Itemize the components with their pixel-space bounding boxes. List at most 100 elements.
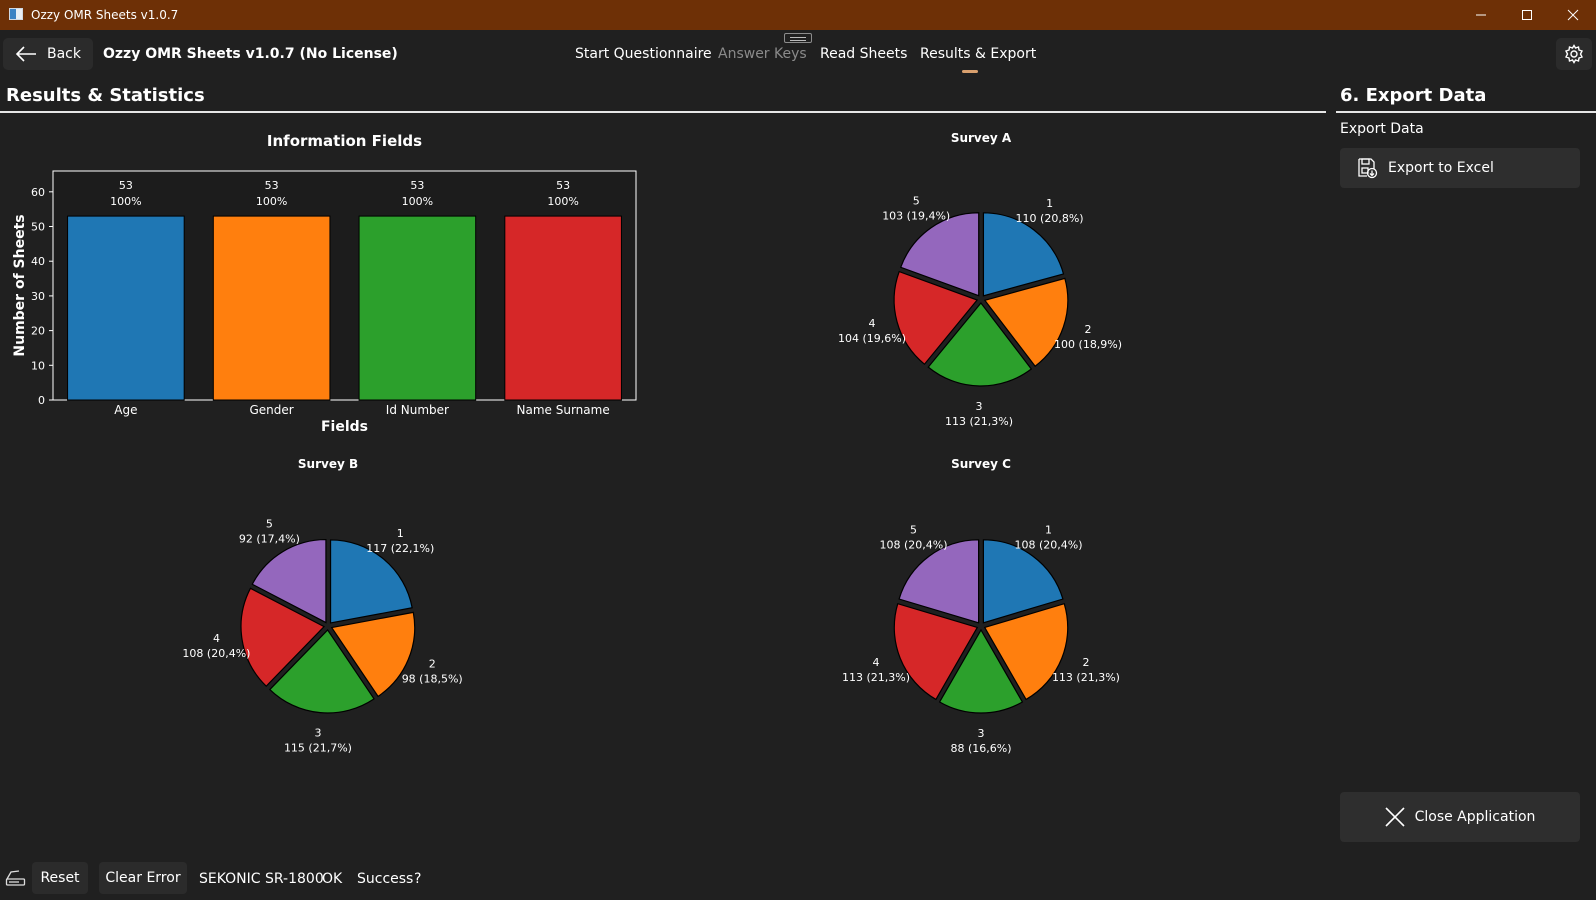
bar-count-label: 53	[410, 179, 424, 192]
pie-slice	[927, 302, 1033, 387]
pie-slice-value-label: 115 (21,7%)	[284, 742, 352, 755]
pie-slice-value-label: 104 (19,6%)	[838, 332, 906, 345]
clear-error-button[interactable]: Clear Error	[99, 862, 187, 894]
pie-slice-category-label: 1	[397, 527, 404, 540]
minimize-button[interactable]	[1458, 0, 1504, 30]
pie-slice-value-label: 108 (20,4%)	[1014, 538, 1082, 551]
close-application-label: Close Application	[1414, 809, 1536, 825]
pie-slice-category-label: 2	[429, 658, 436, 671]
pie-slice-category-label: 4	[873, 656, 880, 669]
pie-slice	[938, 628, 1024, 714]
pie-slice	[268, 629, 375, 714]
pie-slice-value-label: 110 (20,8%)	[1016, 212, 1084, 225]
bar	[67, 215, 185, 401]
pie-slice-category-label: 5	[910, 523, 917, 536]
pie-slice-category-label: 1	[1046, 197, 1053, 210]
bar-percent-label: 100%	[110, 195, 141, 208]
y-tick-label: 10	[31, 359, 45, 372]
y-tick-label: 20	[31, 325, 45, 338]
bar	[212, 215, 331, 401]
tab-read-sheets[interactable]: Read Sheets	[820, 46, 908, 62]
export-to-excel-button[interactable]: Export to Excel	[1340, 148, 1580, 188]
pie-slice	[251, 538, 327, 624]
pie-slice-category-label: 2	[1085, 323, 1092, 336]
bar-count-label: 53	[119, 179, 133, 192]
pie-slice-value-label: 108 (20,4%)	[879, 538, 947, 551]
y-tick-label: 30	[31, 290, 45, 303]
charts-area: Information Fields010203040506053100%Age…	[12, 131, 1122, 755]
pie-slice-category-label: 3	[314, 727, 321, 740]
maximize-button[interactable]	[1504, 0, 1550, 30]
pie-slice-category-label: 5	[266, 517, 273, 530]
pie-slice-category-label: 1	[1045, 523, 1052, 536]
back-button[interactable]: Back	[3, 38, 93, 70]
y-tick-label: 0	[38, 394, 45, 407]
bar-percent-label: 100%	[256, 195, 287, 208]
close-application-button[interactable]: Close Application	[1340, 792, 1580, 842]
pie-slice-category-label: 2	[1082, 656, 1089, 669]
back-label: Back	[47, 46, 81, 62]
device-status: OK	[322, 871, 343, 887]
pie-slice	[898, 539, 980, 624]
pie-slice-value-label: 113 (21,3%)	[842, 671, 910, 684]
settings-button[interactable]	[1556, 38, 1592, 70]
pie-slice-value-label: 117 (22,1%)	[366, 542, 434, 555]
x-tick-label: Age	[114, 403, 137, 417]
pie-slice	[893, 602, 979, 701]
bar-percent-label: 100%	[402, 195, 433, 208]
tab-start-questionnaire[interactable]: Start Questionnaire	[575, 46, 712, 62]
pie-slice	[893, 270, 979, 366]
pie-slice-value-label: 108 (20,4%)	[182, 647, 250, 660]
bar	[358, 215, 477, 401]
help-link[interactable]: ?	[414, 871, 422, 887]
pie-slice	[982, 539, 1064, 624]
status-bar: Reset Clear Error SEKONIC SR-1800 OK Suc…	[0, 858, 1300, 898]
active-tab-indicator	[962, 70, 978, 73]
tab-results-export[interactable]: Results & Export	[920, 46, 1037, 62]
read-status: Success	[357, 871, 414, 887]
maximize-icon	[1522, 10, 1532, 20]
pie-slice	[982, 212, 1065, 297]
scanner-icon	[5, 870, 26, 886]
save-export-icon	[1358, 158, 1378, 179]
y-tick-label: 60	[31, 186, 45, 199]
pie-slice-value-label: 113 (21,3%)	[1052, 671, 1120, 684]
pie-slice	[329, 539, 413, 624]
bar-chart-ylabel: Number of Sheets	[12, 214, 28, 356]
pie-slice-value-label: 113 (21,3%)	[945, 415, 1013, 428]
pie-chart-title: Survey B	[298, 457, 358, 471]
pie-slice-category-label: 4	[868, 317, 875, 330]
window-title: Ozzy OMR Sheets v1.0.7	[31, 8, 179, 22]
pie-slice-value-label: 92 (17,4%)	[239, 532, 300, 545]
pie-slice-category-label: 5	[913, 194, 920, 207]
export-to-excel-label: Export to Excel	[1388, 160, 1494, 176]
pie-slice	[330, 611, 416, 698]
pie-slice	[240, 587, 326, 688]
results-title: Results & Statistics	[6, 85, 205, 106]
bar	[504, 215, 622, 401]
pie-slice-value-label: 100 (18,9%)	[1054, 338, 1122, 351]
tab-answer-keys[interactable]: Answer Keys	[718, 46, 807, 62]
pie-slice-category-label: 3	[978, 727, 985, 740]
bar-count-label: 53	[265, 179, 279, 192]
pie-slice-value-label: 98 (18,5%)	[402, 673, 463, 686]
pie-chart-title: Survey C	[951, 457, 1011, 471]
x-tick-label: Id Number	[386, 403, 449, 417]
close-window-button[interactable]	[1550, 0, 1596, 30]
x-tick-label: Name Surname	[517, 403, 610, 417]
toolbar-grip-handle[interactable]	[784, 33, 812, 43]
bar-chart-title: Information Fields	[267, 132, 422, 150]
arrow-left-icon	[15, 46, 36, 62]
app-name: Ozzy OMR Sheets v1.0.7 (No License)	[103, 46, 398, 62]
device-name: SEKONIC SR-1800	[199, 871, 324, 887]
pie-slice-value-label: 103 (19,4%)	[882, 209, 950, 222]
bar-count-label: 53	[556, 179, 570, 192]
reset-button[interactable]: Reset	[32, 862, 88, 894]
export-section-title: 6. Export Data	[1340, 85, 1487, 106]
pie-slice	[899, 212, 980, 297]
bar-percent-label: 100%	[547, 195, 578, 208]
x-tick-label: Gender	[250, 403, 294, 417]
pie-slice-category-label: 4	[213, 632, 220, 645]
app-icon	[9, 8, 23, 20]
title-bar: Ozzy OMR Sheets v1.0.7	[0, 0, 1596, 30]
